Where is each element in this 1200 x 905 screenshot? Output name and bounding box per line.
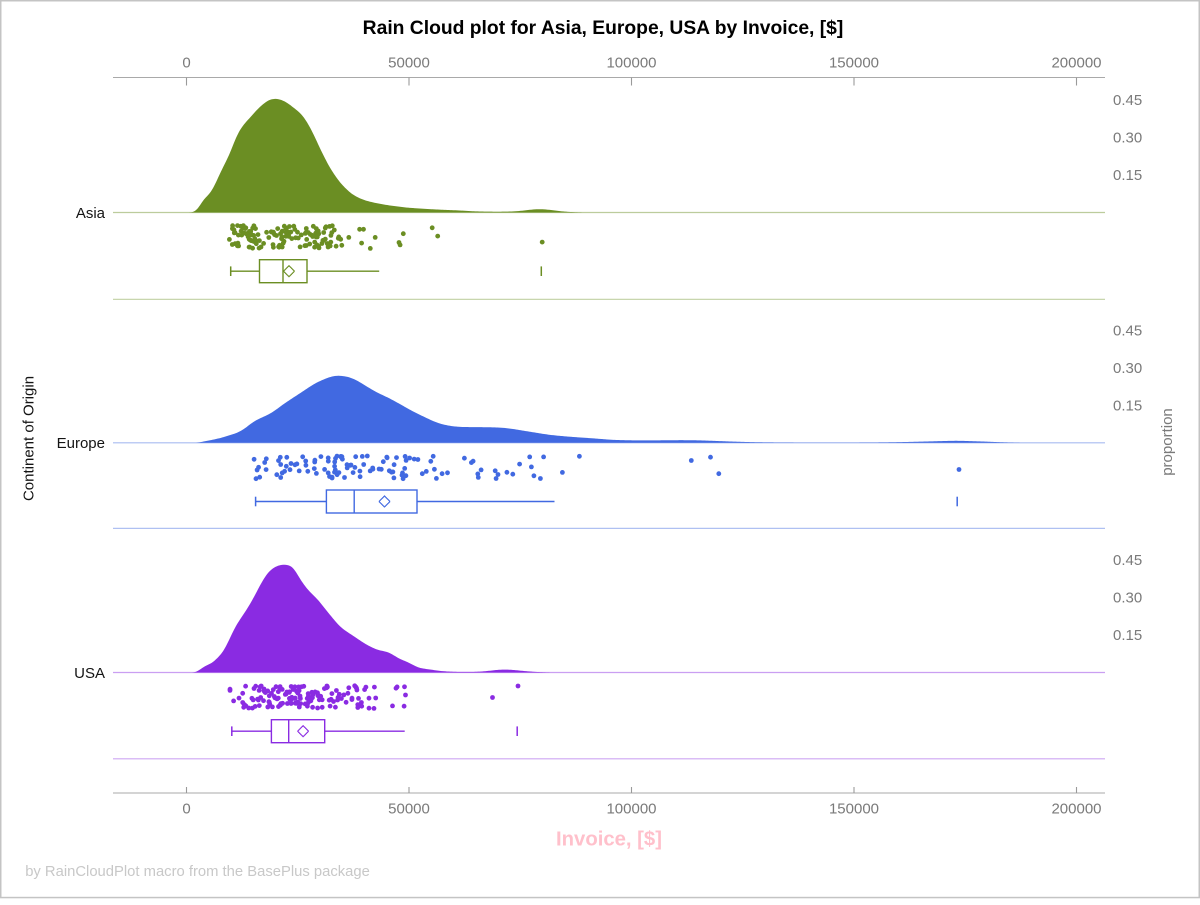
svg-text:0.15: 0.15 [1113,398,1142,415]
svg-text:0.30: 0.30 [1113,360,1142,377]
svg-text:Asia: Asia [76,205,106,222]
svg-text:50000: 50000 [388,55,430,72]
svg-text:0.45: 0.45 [1113,92,1142,109]
svg-text:200000: 200000 [1051,801,1101,818]
svg-text:150000: 150000 [829,55,879,72]
svg-text:Rain Cloud plot for Asia, Euro: Rain Cloud plot for Asia, Europe, USA by… [363,18,844,39]
svg-text:Continent of Origin: Continent of Origin [21,376,38,501]
svg-text:USA: USA [74,665,105,682]
svg-text:150000: 150000 [829,801,879,818]
svg-text:100000: 100000 [606,55,656,72]
svg-text:proportion: proportion [1159,408,1176,476]
svg-text:50000: 50000 [388,801,430,818]
svg-text:0.30: 0.30 [1113,590,1142,607]
svg-text:by RainCloudPlot macro from th: by RainCloudPlot macro from the BasePlus… [25,864,370,880]
svg-text:0: 0 [182,801,190,818]
svg-text:Invoice, [$]: Invoice, [$] [556,829,662,851]
svg-text:100000: 100000 [606,801,656,818]
svg-text:0: 0 [182,55,190,72]
svg-text:0.15: 0.15 [1113,627,1142,644]
svg-text:0.45: 0.45 [1113,322,1142,339]
svg-text:200000: 200000 [1051,55,1101,72]
svg-text:0.30: 0.30 [1113,130,1142,147]
svg-text:0.15: 0.15 [1113,167,1142,184]
svg-text:Europe: Europe [57,435,105,452]
svg-text:0.45: 0.45 [1113,552,1142,569]
